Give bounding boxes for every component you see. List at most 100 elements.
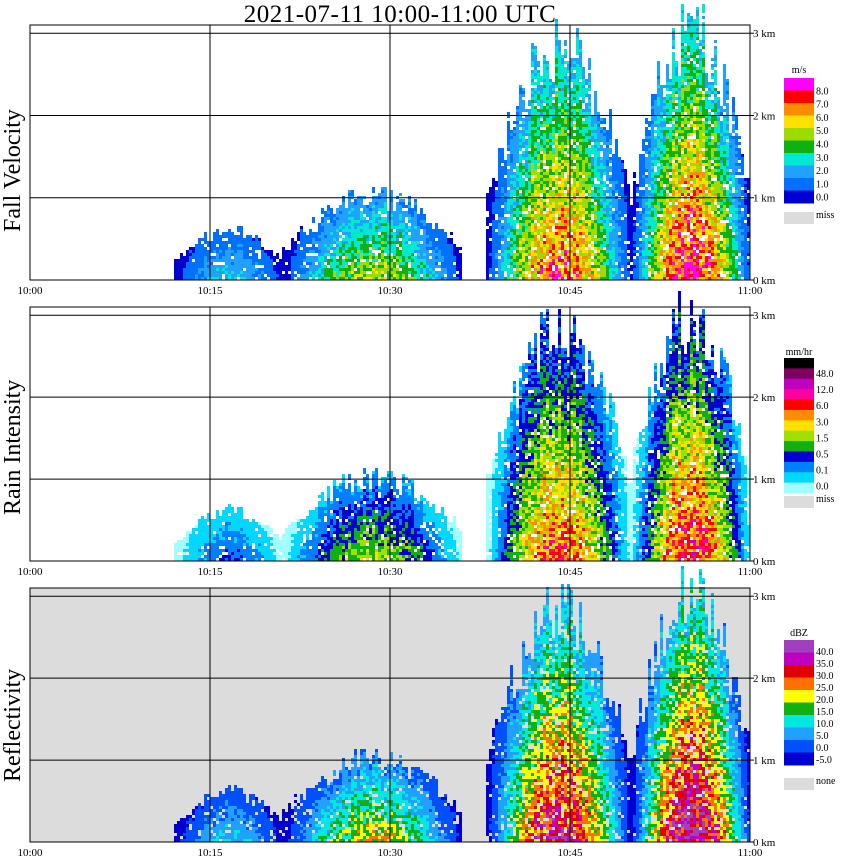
echo-cell: [651, 169, 654, 172]
echo-cell: [669, 250, 672, 253]
echo-cell: [501, 277, 504, 280]
echo-cell: [498, 265, 501, 268]
echo-cell: [507, 136, 510, 139]
echo-cell: [282, 265, 285, 268]
echo-cell: [564, 274, 567, 277]
echo-cell: [642, 274, 645, 277]
echo-cell: [672, 151, 675, 154]
echo-cell: [228, 229, 231, 232]
echo-cell: [453, 265, 456, 268]
echo-cell: [228, 262, 231, 265]
echo-cell: [357, 256, 360, 259]
echo-cell: [606, 154, 609, 157]
echo-cell: [546, 70, 549, 73]
echo-cell: [660, 265, 663, 268]
echo-cell: [444, 244, 447, 247]
echo-cell: [576, 193, 579, 196]
echo-cell: [567, 274, 570, 277]
echo-cell: [513, 175, 516, 178]
echo-cell: [639, 172, 642, 175]
echo-cell: [345, 226, 348, 229]
echo-cell: [579, 43, 582, 46]
echo-cell: [555, 190, 558, 193]
echo-cell: [669, 238, 672, 241]
echo-cell: [537, 151, 540, 154]
echo-cell: [645, 277, 648, 280]
echo-cell: [657, 100, 660, 103]
echo-cell: [609, 142, 612, 145]
echo-cell: [621, 259, 624, 262]
echo-cell: [558, 271, 561, 274]
echo-cell: [576, 133, 579, 136]
echo-cell: [348, 214, 351, 217]
echo-cell: [351, 265, 354, 268]
echo-cell: [309, 271, 312, 274]
echo-cell: [582, 187, 585, 190]
echo-cell: [453, 268, 456, 271]
echo-cell: [558, 58, 561, 61]
echo-cell: [669, 259, 672, 262]
echo-cell: [603, 214, 606, 217]
echo-cell: [624, 238, 627, 241]
echo-cell: [636, 235, 639, 238]
echo-cell: [336, 208, 339, 211]
echo-cell: [609, 169, 612, 172]
echo-cell: [540, 232, 543, 235]
echo-cell: [606, 247, 609, 250]
echo-cell: [606, 262, 609, 265]
echo-cell: [594, 139, 597, 142]
echo-cell: [513, 142, 516, 145]
echo-cell: [516, 241, 519, 244]
echo-cell: [648, 142, 651, 145]
echo-cell: [351, 217, 354, 220]
echo-cell: [495, 184, 498, 187]
echo-cell: [666, 274, 669, 277]
echo-cell: [372, 229, 375, 232]
echo-cell: [600, 238, 603, 241]
echo-cell: [363, 220, 366, 223]
echo-cell: [216, 271, 219, 274]
echo-cell: [492, 226, 495, 229]
echo-cell: [237, 250, 240, 253]
echo-cell: [642, 199, 645, 202]
echo-cell: [534, 106, 537, 109]
echo-cell: [672, 265, 675, 268]
echo-cell: [657, 250, 660, 253]
echo-cell: [369, 205, 372, 208]
echo-cell: [297, 268, 300, 271]
echo-cell: [648, 229, 651, 232]
echo-cell: [642, 271, 645, 274]
echo-cell: [501, 211, 504, 214]
echo-cell: [600, 184, 603, 187]
echo-cell: [564, 250, 567, 253]
echo-cell: [516, 112, 519, 115]
echo-cell: [612, 160, 615, 163]
echo-cell: [519, 181, 522, 184]
echo-cell: [669, 94, 672, 97]
echo-cell: [585, 265, 588, 268]
echo-cell: [564, 184, 567, 187]
echo-cell: [564, 157, 567, 160]
echo-cell: [492, 235, 495, 238]
echo-cell: [633, 181, 636, 184]
echo-cell: [522, 184, 525, 187]
echo-cell: [654, 211, 657, 214]
echo-cell: [372, 202, 375, 205]
echo-cell: [381, 253, 384, 256]
echo-cell: [510, 277, 513, 280]
echo-cell: [489, 226, 492, 229]
echo-cell: [594, 151, 597, 154]
echo-cell: [558, 115, 561, 118]
echo-cell: [576, 223, 579, 226]
echo-cell: [513, 187, 516, 190]
echo-cell: [603, 220, 606, 223]
echo-cell: [651, 154, 654, 157]
echo-cell: [384, 190, 387, 193]
echo-cell: [447, 262, 450, 265]
echo-cell: [537, 130, 540, 133]
echo-cell: [510, 238, 513, 241]
echo-cell: [555, 34, 558, 37]
echo-cell: [609, 271, 612, 274]
echo-cell: [534, 127, 537, 130]
echo-cell: [495, 250, 498, 253]
